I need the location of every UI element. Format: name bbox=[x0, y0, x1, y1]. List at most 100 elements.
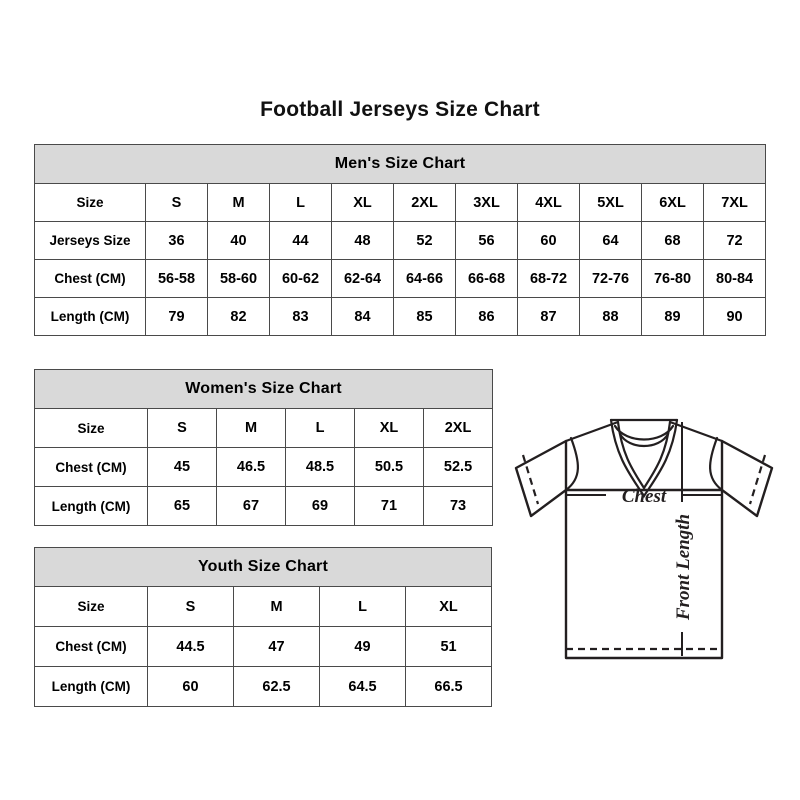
jersey-left-sleeve bbox=[514, 439, 568, 518]
cell-value: 79 bbox=[145, 297, 208, 336]
row-label-jerseys-size: Jerseys Size bbox=[34, 221, 146, 260]
cell-value: 51 bbox=[404, 626, 493, 667]
jersey-right-cuff-dashed-seam bbox=[748, 454, 767, 505]
youth-size-l: L bbox=[319, 586, 406, 627]
mens-size-7xl: 7XL bbox=[702, 183, 767, 222]
mens-size-xl: XL bbox=[331, 183, 394, 222]
jersey-left-armhole-curve bbox=[564, 436, 579, 492]
table-row: Chest (CM) 45 46.5 48.5 50.5 52.5 bbox=[34, 447, 494, 487]
jersey-left-cuff-dashed-seam bbox=[521, 454, 540, 505]
cell-value: 64-66 bbox=[393, 259, 456, 298]
womens-size-m: M bbox=[216, 408, 286, 448]
cell-value: 48 bbox=[331, 221, 394, 260]
table-row-sizes: Size S M L XL 2XL 3XL 4XL 5XL 6XL 7XL bbox=[34, 183, 767, 222]
table-row: Chest (CM) 56-58 58-60 60-62 62-64 64-66… bbox=[34, 259, 767, 298]
row-label-size: Size bbox=[34, 586, 148, 627]
table-row: Length (CM) 60 62.5 64.5 66.5 bbox=[34, 666, 493, 707]
cell-value: 48.5 bbox=[285, 447, 355, 487]
cell-value: 73 bbox=[422, 486, 494, 526]
cell-value: 58-60 bbox=[207, 259, 270, 298]
cell-value: 62-64 bbox=[331, 259, 394, 298]
jersey-vneck-outer bbox=[616, 420, 672, 491]
mens-size-5xl: 5XL bbox=[579, 183, 642, 222]
jersey-neck-arc-lower bbox=[618, 432, 670, 447]
table-row: Length (CM) 65 67 69 71 73 bbox=[34, 486, 494, 526]
womens-size-chart-caption: Women's Size Chart bbox=[33, 369, 494, 409]
row-label-size: Size bbox=[34, 408, 148, 448]
youth-size-m: M bbox=[233, 586, 320, 627]
cell-value: 52.5 bbox=[422, 447, 494, 487]
cell-value: 64.5 bbox=[319, 666, 406, 707]
mens-size-4xl: 4XL bbox=[517, 183, 580, 222]
cell-value: 60 bbox=[147, 666, 234, 707]
cell-value: 72-76 bbox=[579, 259, 642, 298]
cell-value: 45 bbox=[147, 447, 217, 487]
jersey-left-shoulder-line bbox=[564, 420, 620, 443]
cell-value: 68 bbox=[641, 221, 704, 260]
row-label-chest: Chest (CM) bbox=[34, 626, 148, 667]
cell-value: 44 bbox=[269, 221, 332, 260]
table-caption-row: Men's Size Chart bbox=[33, 144, 767, 184]
cell-value: 46.5 bbox=[216, 447, 286, 487]
table-row: Chest (CM) 44.5 47 49 51 bbox=[34, 626, 493, 667]
cell-value: 60 bbox=[517, 221, 580, 260]
front-length-measure-label: Front Length bbox=[673, 514, 694, 621]
row-label-chest: Chest (CM) bbox=[34, 447, 148, 487]
mens-size-l: L bbox=[269, 183, 332, 222]
cell-value: 68-72 bbox=[517, 259, 580, 298]
jersey-neck-arc-upper bbox=[613, 424, 675, 441]
row-label-length: Length (CM) bbox=[34, 666, 148, 707]
cell-value: 72 bbox=[702, 221, 767, 260]
mens-size-3xl: 3XL bbox=[455, 183, 518, 222]
womens-size-l: L bbox=[285, 408, 355, 448]
cell-value: 52 bbox=[393, 221, 456, 260]
youth-size-xl: XL bbox=[404, 586, 493, 627]
table-caption-row: Youth Size Chart bbox=[33, 547, 493, 587]
cell-value: 44.5 bbox=[147, 626, 234, 667]
row-label-length: Length (CM) bbox=[34, 486, 148, 526]
table-row: Length (CM) 79 82 83 84 85 86 87 88 89 9… bbox=[34, 297, 767, 336]
youth-size-chart-table: Youth Size Chart Size S M L XL Chest (CM… bbox=[33, 547, 493, 707]
cell-value: 86 bbox=[455, 297, 518, 336]
mens-size-2xl: 2XL bbox=[393, 183, 456, 222]
cell-value: 50.5 bbox=[354, 447, 424, 487]
cell-value: 62.5 bbox=[233, 666, 320, 707]
mens-size-6xl: 6XL bbox=[641, 183, 704, 222]
youth-size-s: S bbox=[147, 586, 234, 627]
cell-value: 88 bbox=[579, 297, 642, 336]
womens-size-chart-table: Women's Size Chart Size S M L XL 2XL Che… bbox=[33, 369, 494, 526]
womens-size-2xl: 2XL bbox=[422, 408, 494, 448]
cell-value: 56 bbox=[455, 221, 518, 260]
row-label-size: Size bbox=[34, 183, 146, 222]
cell-value: 65 bbox=[147, 486, 217, 526]
cell-value: 82 bbox=[207, 297, 270, 336]
womens-size-s: S bbox=[147, 408, 217, 448]
jersey-right-armhole-curve bbox=[709, 436, 724, 492]
jersey-vneck-inner bbox=[609, 418, 679, 499]
cell-value: 76-80 bbox=[641, 259, 704, 298]
mens-size-m: M bbox=[207, 183, 270, 222]
table-caption-row: Women's Size Chart bbox=[33, 369, 494, 409]
cell-value: 67 bbox=[216, 486, 286, 526]
table-row: Jerseys Size 36 40 44 48 52 56 60 64 68 … bbox=[34, 221, 767, 260]
page-title: Football Jerseys Size Chart bbox=[260, 98, 540, 121]
cell-value: 56-58 bbox=[145, 259, 208, 298]
cell-value: 64 bbox=[579, 221, 642, 260]
womens-size-xl: XL bbox=[354, 408, 424, 448]
cell-value: 71 bbox=[354, 486, 424, 526]
cell-value: 66.5 bbox=[404, 666, 493, 707]
cell-value: 69 bbox=[285, 486, 355, 526]
table-row-sizes: Size S M L XL bbox=[34, 586, 493, 627]
cell-value: 47 bbox=[233, 626, 320, 667]
cell-value: 90 bbox=[702, 297, 767, 336]
chest-measure-label: Chest bbox=[622, 486, 667, 507]
jersey-right-shoulder-line bbox=[668, 420, 724, 443]
cell-value: 36 bbox=[145, 221, 208, 260]
jersey-right-sleeve bbox=[720, 439, 774, 518]
cell-value: 87 bbox=[517, 297, 580, 336]
cell-value: 66-68 bbox=[455, 259, 518, 298]
row-label-chest: Chest (CM) bbox=[34, 259, 146, 298]
cell-value: 40 bbox=[207, 221, 270, 260]
table-row-sizes: Size S M L XL 2XL bbox=[34, 408, 494, 448]
youth-size-chart-caption: Youth Size Chart bbox=[33, 547, 493, 587]
